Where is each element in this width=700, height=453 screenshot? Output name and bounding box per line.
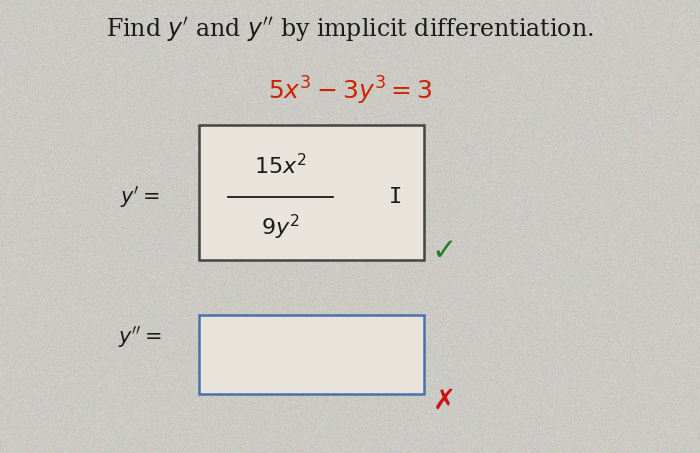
Text: $15x^2$: $15x^2$ — [253, 154, 307, 179]
Text: $5x^3 - 3y^3 = 3$: $5x^3 - 3y^3 = 3$ — [267, 74, 433, 107]
Text: ✓: ✓ — [432, 237, 457, 266]
Text: $y' =$: $y' =$ — [120, 184, 160, 210]
Text: I: I — [389, 187, 402, 207]
FancyBboxPatch shape — [199, 315, 424, 394]
FancyBboxPatch shape — [199, 125, 424, 260]
Text: $9y^2$: $9y^2$ — [260, 213, 300, 242]
Text: $y'' =$: $y'' =$ — [118, 324, 162, 351]
Text: Find $y'$ and $y''$ by implicit differentiation.: Find $y'$ and $y''$ by implicit differen… — [106, 15, 594, 44]
Text: ✗: ✗ — [433, 387, 456, 415]
